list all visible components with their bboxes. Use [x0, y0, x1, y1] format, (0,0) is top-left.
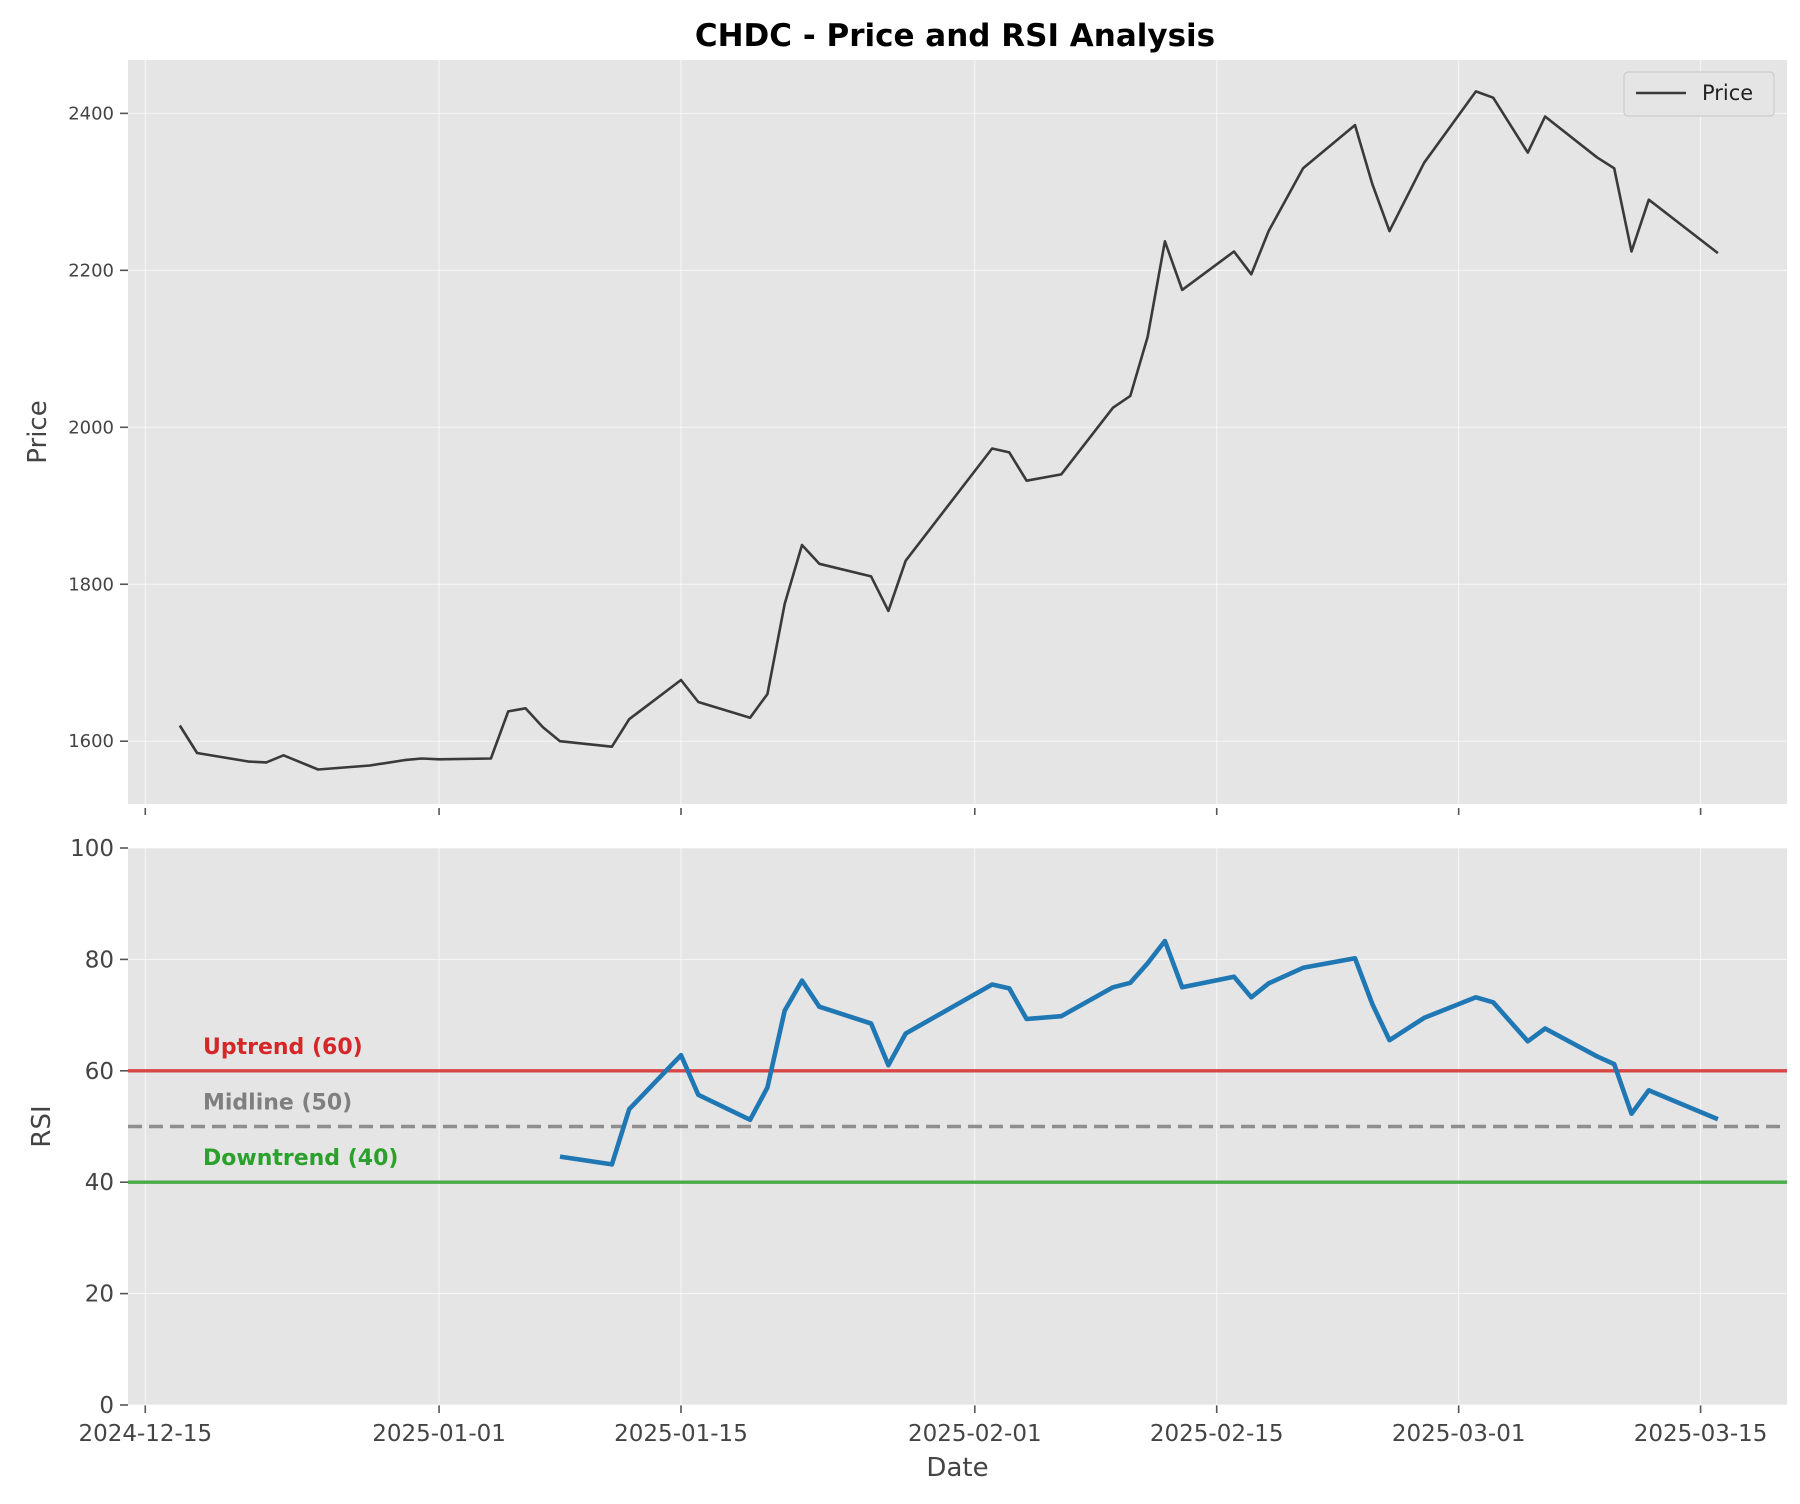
ref-label-60: Uptrend (60): [203, 1035, 363, 1060]
ref-label-50: Midline (50): [203, 1091, 352, 1116]
rsi-y-tick-label: 100: [70, 836, 114, 862]
x-axis-label: Date: [926, 1453, 988, 1483]
price-plot-area: [128, 60, 1787, 804]
x-tick-label: 2025-01-15: [614, 1421, 748, 1447]
x-tick-label: 2025-01-01: [372, 1421, 506, 1447]
rsi-line: [559, 938, 1719, 1167]
price-y-tick-label: 2200: [68, 260, 114, 281]
x-tick-label: 2024-12-15: [78, 1421, 212, 1447]
x-tick-label: 2025-03-01: [1392, 1421, 1526, 1447]
price-y-tick-label: 1600: [68, 731, 114, 752]
price-panel: 1600 1800 2000 2200 2400 Price Price: [23, 60, 1787, 815]
rsi-y-tick-label: 0: [99, 1393, 114, 1419]
rsi-y-tick-label: 40: [85, 1170, 114, 1196]
ref-label-40: Downtrend (40): [203, 1146, 398, 1171]
rsi-y-axis-label: RSI: [27, 1105, 57, 1147]
price-line: [178, 90, 1719, 771]
x-tick-label: 2025-03-15: [1634, 1421, 1768, 1447]
rsi-panel: 2024-12-15 2025-01-01 2025-01-15 2025-02-01…: [27, 836, 1787, 1483]
price-y-tick-label: 1800: [68, 574, 114, 595]
x-tick-label: 2025-02-01: [908, 1421, 1042, 1447]
rsi-y-tick-label: 20: [85, 1282, 114, 1308]
legend-box: [1623, 71, 1775, 117]
price-legend: Price: [1623, 71, 1775, 117]
x-tick-label: 2025-02-15: [1150, 1421, 1284, 1447]
price-y-axis-label: Price: [23, 400, 53, 463]
price-y-tick-label: 2400: [68, 103, 114, 124]
legend-label-price: Price: [1702, 81, 1753, 105]
price-y-tick-label: 2000: [68, 417, 114, 438]
chart-title: CHDC - Price and RSI Analysis: [695, 18, 1215, 54]
rsi-y-tick-label: 60: [85, 1059, 114, 1085]
rsi-y-tick-label: 80: [85, 947, 114, 973]
